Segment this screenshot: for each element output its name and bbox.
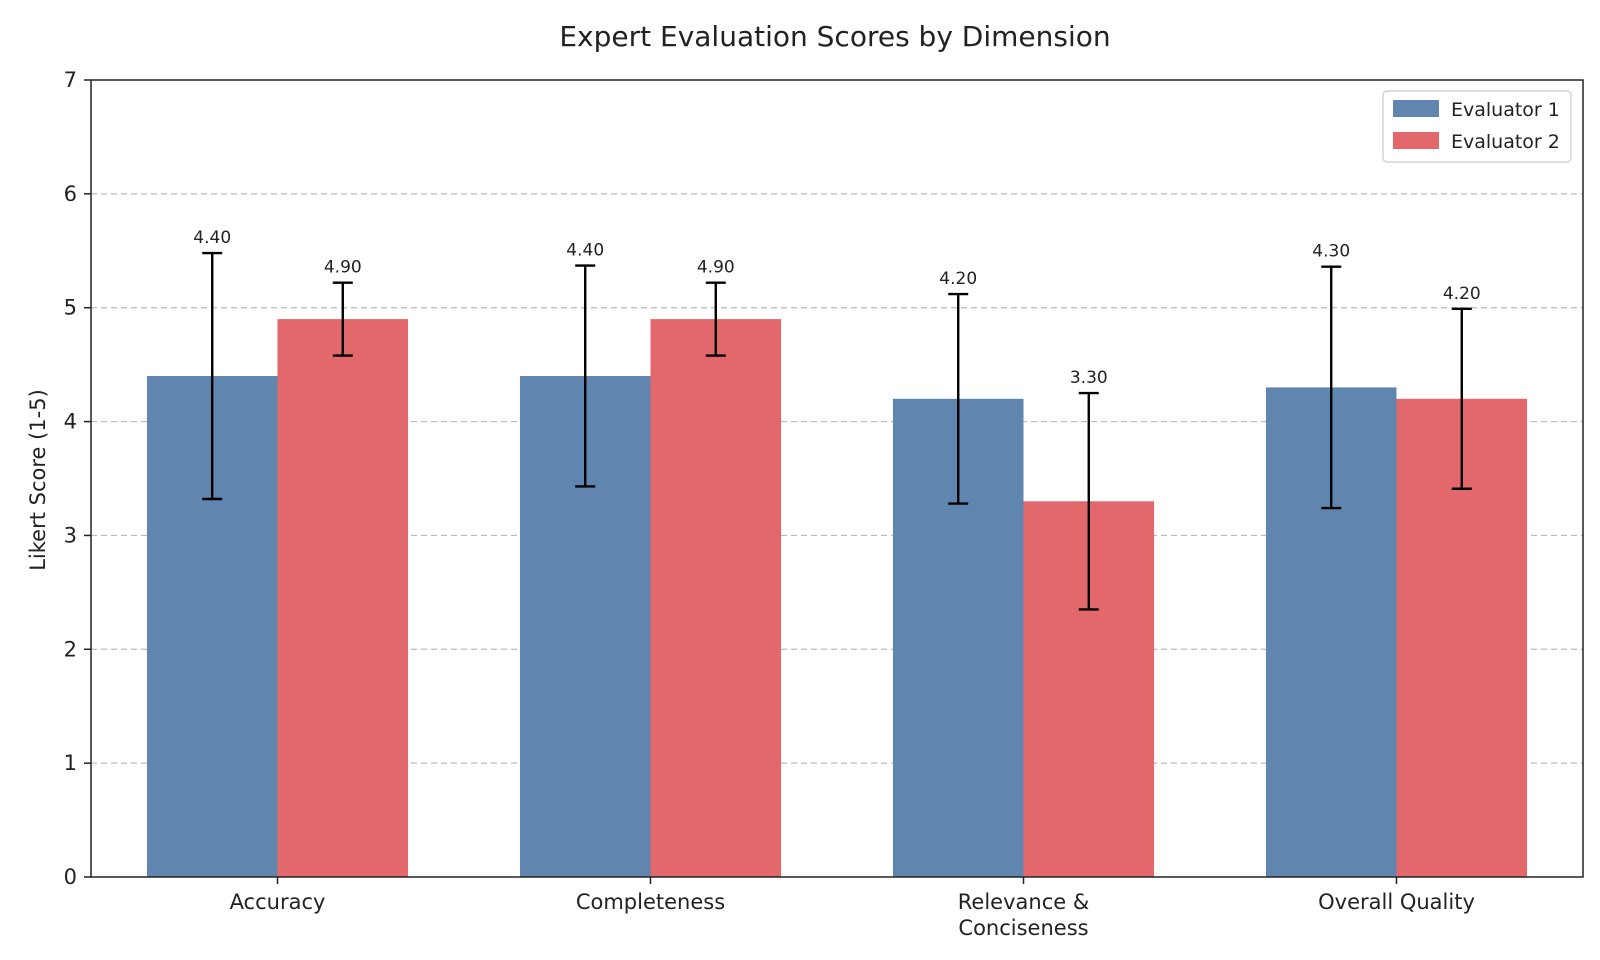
x-tick-label: Accuracy (230, 890, 326, 914)
x-tick-label: Overall Quality (1318, 890, 1475, 914)
y-tick-label: 4 (64, 410, 77, 434)
y-tick-label: 6 (64, 182, 77, 206)
error-bars (202, 251, 1472, 611)
bar (277, 319, 409, 878)
data-labels: 4.40 4.90 4.40 4.90 4.20 3.30 4.30 4.20 (193, 228, 1480, 388)
legend: Evaluator 1 Evaluator 2 (1382, 90, 1572, 163)
data-label: 4.90 (324, 258, 362, 278)
data-label: 4.40 (193, 228, 231, 248)
data-label: 4.20 (1443, 284, 1481, 304)
legend-swatch-evaluator-2 (1393, 132, 1439, 149)
x-tick-label: Relevance & (958, 890, 1089, 914)
y-axis-ticks: 0 1 2 3 4 5 6 7 (64, 68, 91, 889)
bars (146, 319, 1528, 878)
data-label: 4.40 (566, 241, 604, 261)
bar (650, 319, 782, 878)
legend-label-evaluator-2: Evaluator 2 (1451, 131, 1560, 153)
y-tick-label: 5 (64, 296, 77, 320)
y-tick-label: 3 (64, 523, 77, 547)
legend-swatch-evaluator-1 (1393, 100, 1439, 117)
y-axis-title: Likert Score (1-5) (26, 389, 50, 571)
data-label: 4.20 (939, 269, 977, 289)
plot-frame (90, 79, 1584, 878)
y-tick-label: 7 (64, 68, 77, 92)
x-axis-ticks: Accuracy Completeness Relevance &Concisene… (230, 877, 1475, 940)
y-tick-label: 0 (64, 865, 77, 889)
y-tick-label: 2 (64, 637, 77, 661)
x-tick-label: Conciseness (958, 916, 1088, 940)
data-label: 4.30 (1312, 242, 1350, 262)
x-tick-label: Completeness (576, 890, 725, 914)
data-label: 3.30 (1070, 368, 1108, 388)
legend-label-evaluator-1: Evaluator 1 (1451, 99, 1560, 121)
chart-title: Expert Evaluation Scores by Dimension (559, 20, 1110, 53)
data-label: 4.90 (697, 258, 735, 278)
y-tick-label: 1 (64, 751, 77, 775)
